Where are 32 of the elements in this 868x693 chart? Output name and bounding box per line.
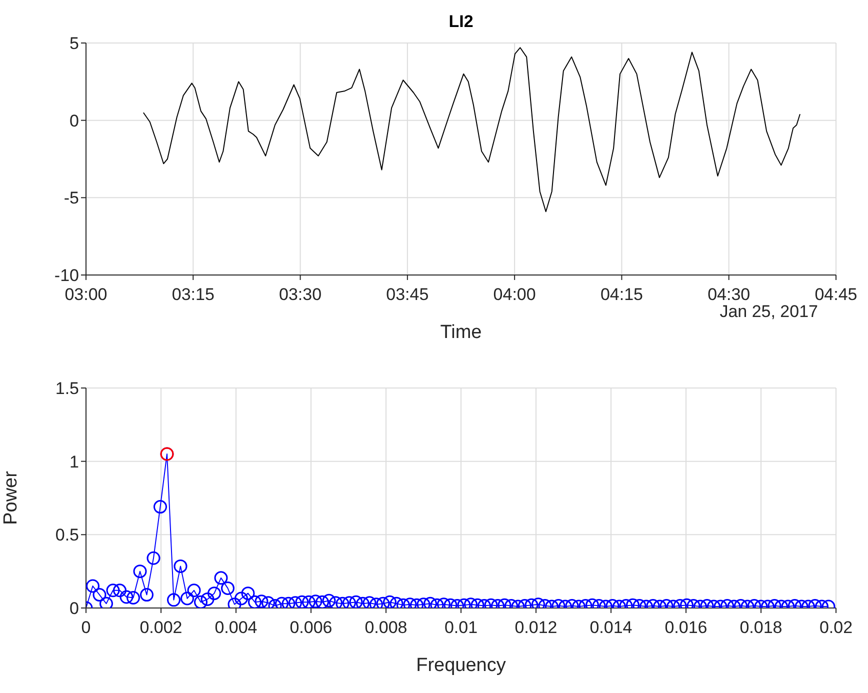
x-tick-label: 0.012 xyxy=(514,618,558,638)
x-tick-label: 0.01 xyxy=(444,618,478,638)
y-tick-label: 0 xyxy=(70,599,79,618)
x-axis-title: Time xyxy=(440,322,482,343)
text: Jan 25, 2017 xyxy=(720,302,818,322)
chart-title: LI2 xyxy=(448,12,474,32)
x-tick-label: 03:45 xyxy=(386,285,429,304)
x-tick-label: 0.02 xyxy=(819,618,853,638)
x-axis-title: Frequency xyxy=(416,655,506,676)
x-tick-label: 0.008 xyxy=(364,618,408,638)
x-tick-label: 04:30 xyxy=(708,285,750,304)
y-tick-label: 0.5 xyxy=(55,526,79,545)
y-axis-title: Power xyxy=(0,470,22,525)
y-tick-label: 5 xyxy=(70,34,79,54)
y-tick-label: -10 xyxy=(54,266,79,286)
x-tick-label: 0.004 xyxy=(214,618,258,638)
x-tick-label: 0.002 xyxy=(140,618,182,638)
x-tick-label: 0.018 xyxy=(740,618,782,638)
y-tick-label: -5 xyxy=(64,188,79,208)
line-series xyxy=(142,47,800,212)
x-tick-label: 03:30 xyxy=(279,285,322,304)
x-tick-label: 03:15 xyxy=(172,285,214,304)
y-tick-label: 1 xyxy=(70,452,79,472)
y-tick-label: 1.5 xyxy=(55,379,79,398)
x-tick-label: 0.016 xyxy=(664,618,708,638)
x-tick-label: 04:45 xyxy=(814,285,858,304)
x-tick-label: 0.014 xyxy=(590,618,632,638)
x-tick-label: 04:15 xyxy=(600,285,643,304)
x-tick-label: 04:00 xyxy=(493,285,536,304)
x-tick-label: 0.006 xyxy=(290,618,332,638)
x-tick-label: 03:00 xyxy=(64,285,108,304)
y-tick-label: 0 xyxy=(70,111,79,130)
